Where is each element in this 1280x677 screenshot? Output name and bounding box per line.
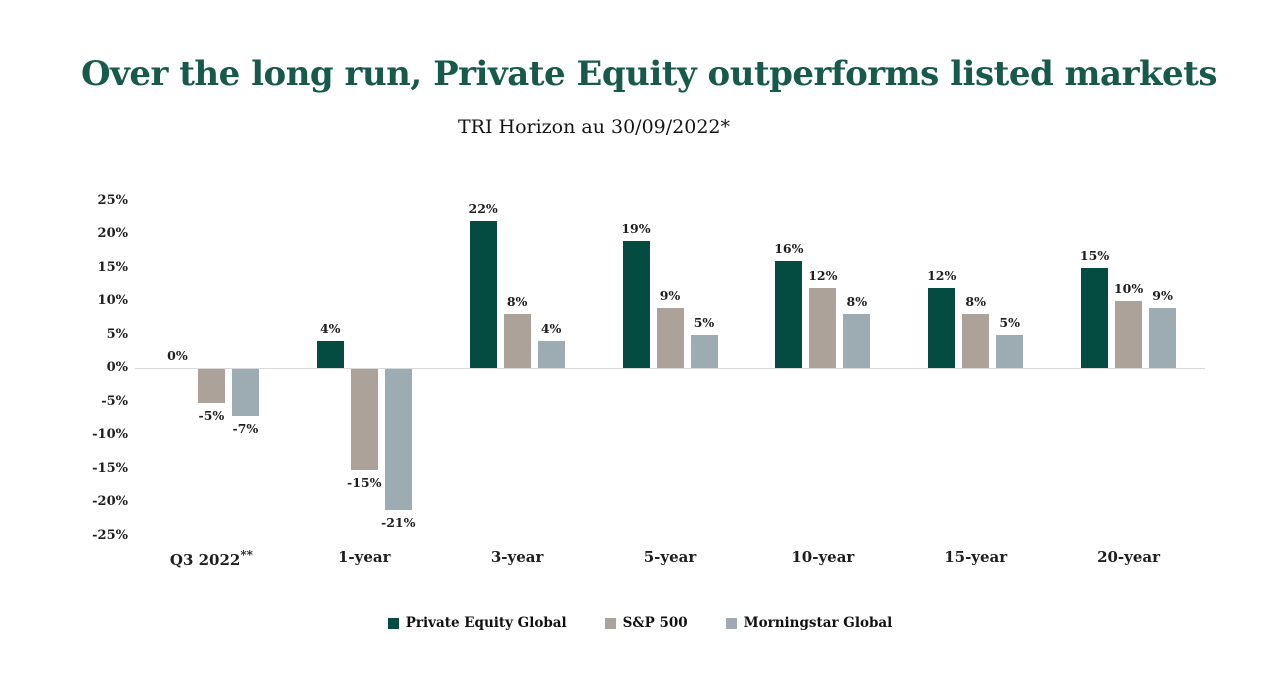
bar-private-equity-global xyxy=(1081,267,1109,368)
legend-swatch xyxy=(604,617,616,629)
legend-label: Private Equity Global xyxy=(405,615,567,631)
bar-value-label: 8% xyxy=(506,294,528,310)
bar-s-p-500 xyxy=(809,287,837,368)
bar-private-equity-global xyxy=(622,240,650,368)
bar-value-label: -7% xyxy=(232,420,259,436)
bar-value-label: 8% xyxy=(965,294,986,310)
bar-value-label: 8% xyxy=(846,294,868,310)
bar-value-label: 16% xyxy=(774,240,804,256)
bar-morningstar-global xyxy=(231,369,259,416)
category-label: 3-year xyxy=(490,548,544,566)
category-label: 1-year xyxy=(338,548,391,566)
bar-s-p-500 xyxy=(197,369,225,403)
y-tick-label: 15% xyxy=(97,259,128,275)
bar-s-p-500 xyxy=(1115,301,1143,368)
bar-value-label: 4% xyxy=(319,321,341,337)
bar-value-label: 12% xyxy=(808,267,838,283)
bar-value-label: 0% xyxy=(167,348,188,363)
y-tick-label: 0% xyxy=(106,360,128,375)
legend-item-private-equity-global: Private Equity Global xyxy=(387,615,567,631)
y-tick-label: -20% xyxy=(92,494,128,509)
category-label: 15-year xyxy=(944,548,1008,566)
bar-value-label: -15% xyxy=(347,474,382,490)
bar-value-label: 22% xyxy=(468,200,498,216)
category-label: Q3 2022** xyxy=(169,548,253,569)
y-tick-label: 5% xyxy=(106,326,128,342)
bar-s-p-500 xyxy=(503,314,531,368)
y-tick-label: 20% xyxy=(97,226,128,241)
bar-morningstar-global xyxy=(996,334,1024,368)
chart-title: Over the long run, Private Equity outper… xyxy=(80,54,1218,94)
category-label: 10-year xyxy=(791,548,855,566)
y-tick-label: -25% xyxy=(92,527,128,543)
y-tick-label: -15% xyxy=(92,460,128,476)
bar-morningstar-global xyxy=(384,369,412,510)
legend-item-morningstar-global: Morningstar Global xyxy=(725,615,893,631)
legend-swatch xyxy=(725,617,737,629)
category-label: 5-year xyxy=(643,548,697,566)
legend-item-s-p-500: S&P 500 xyxy=(604,615,688,631)
bar-value-label: -21% xyxy=(381,514,416,530)
bar-value-label: 5% xyxy=(693,314,715,330)
legend: Private Equity Global S&P 500 Morningstar … xyxy=(0,611,1280,635)
bar-value-label: 5% xyxy=(999,314,1020,330)
bar-value-label: 9% xyxy=(659,287,681,303)
bar-private-equity-global xyxy=(775,260,803,368)
category-label: 20-year xyxy=(1097,548,1161,566)
chart-subtitle: TRI Horizon au 30/09/2022* xyxy=(457,116,731,138)
bar-value-label: 4% xyxy=(540,321,562,337)
bar-morningstar-global xyxy=(690,334,718,368)
bar-morningstar-global xyxy=(537,341,565,368)
bar-s-p-500 xyxy=(350,369,378,470)
bar-s-p-500 xyxy=(656,307,684,368)
bar-value-label: 12% xyxy=(927,267,957,283)
bar-value-label: 9% xyxy=(1152,287,1173,303)
bar-value-label: 15% xyxy=(1079,247,1110,263)
bar-s-p-500 xyxy=(962,314,990,368)
y-tick-label: 10% xyxy=(97,293,128,308)
bar-value-label: -5% xyxy=(198,407,225,423)
y-tick-label: 25% xyxy=(97,192,128,208)
bar-value-label: 10% xyxy=(1113,281,1144,296)
legend-label: Morningstar Global xyxy=(743,615,893,631)
bar-private-equity-global xyxy=(928,287,956,368)
x-axis-line xyxy=(135,368,1205,369)
bar-private-equity-global xyxy=(316,341,344,368)
bar-morningstar-global xyxy=(843,314,871,368)
legend-swatch xyxy=(387,617,399,629)
legend-label: S&P 500 xyxy=(622,615,688,631)
bar-private-equity-global xyxy=(469,220,497,368)
y-tick-label: -5% xyxy=(101,393,128,409)
y-tick-label: -10% xyxy=(92,427,128,442)
bar-value-label: 19% xyxy=(621,220,651,236)
bar-morningstar-global xyxy=(1149,307,1177,368)
